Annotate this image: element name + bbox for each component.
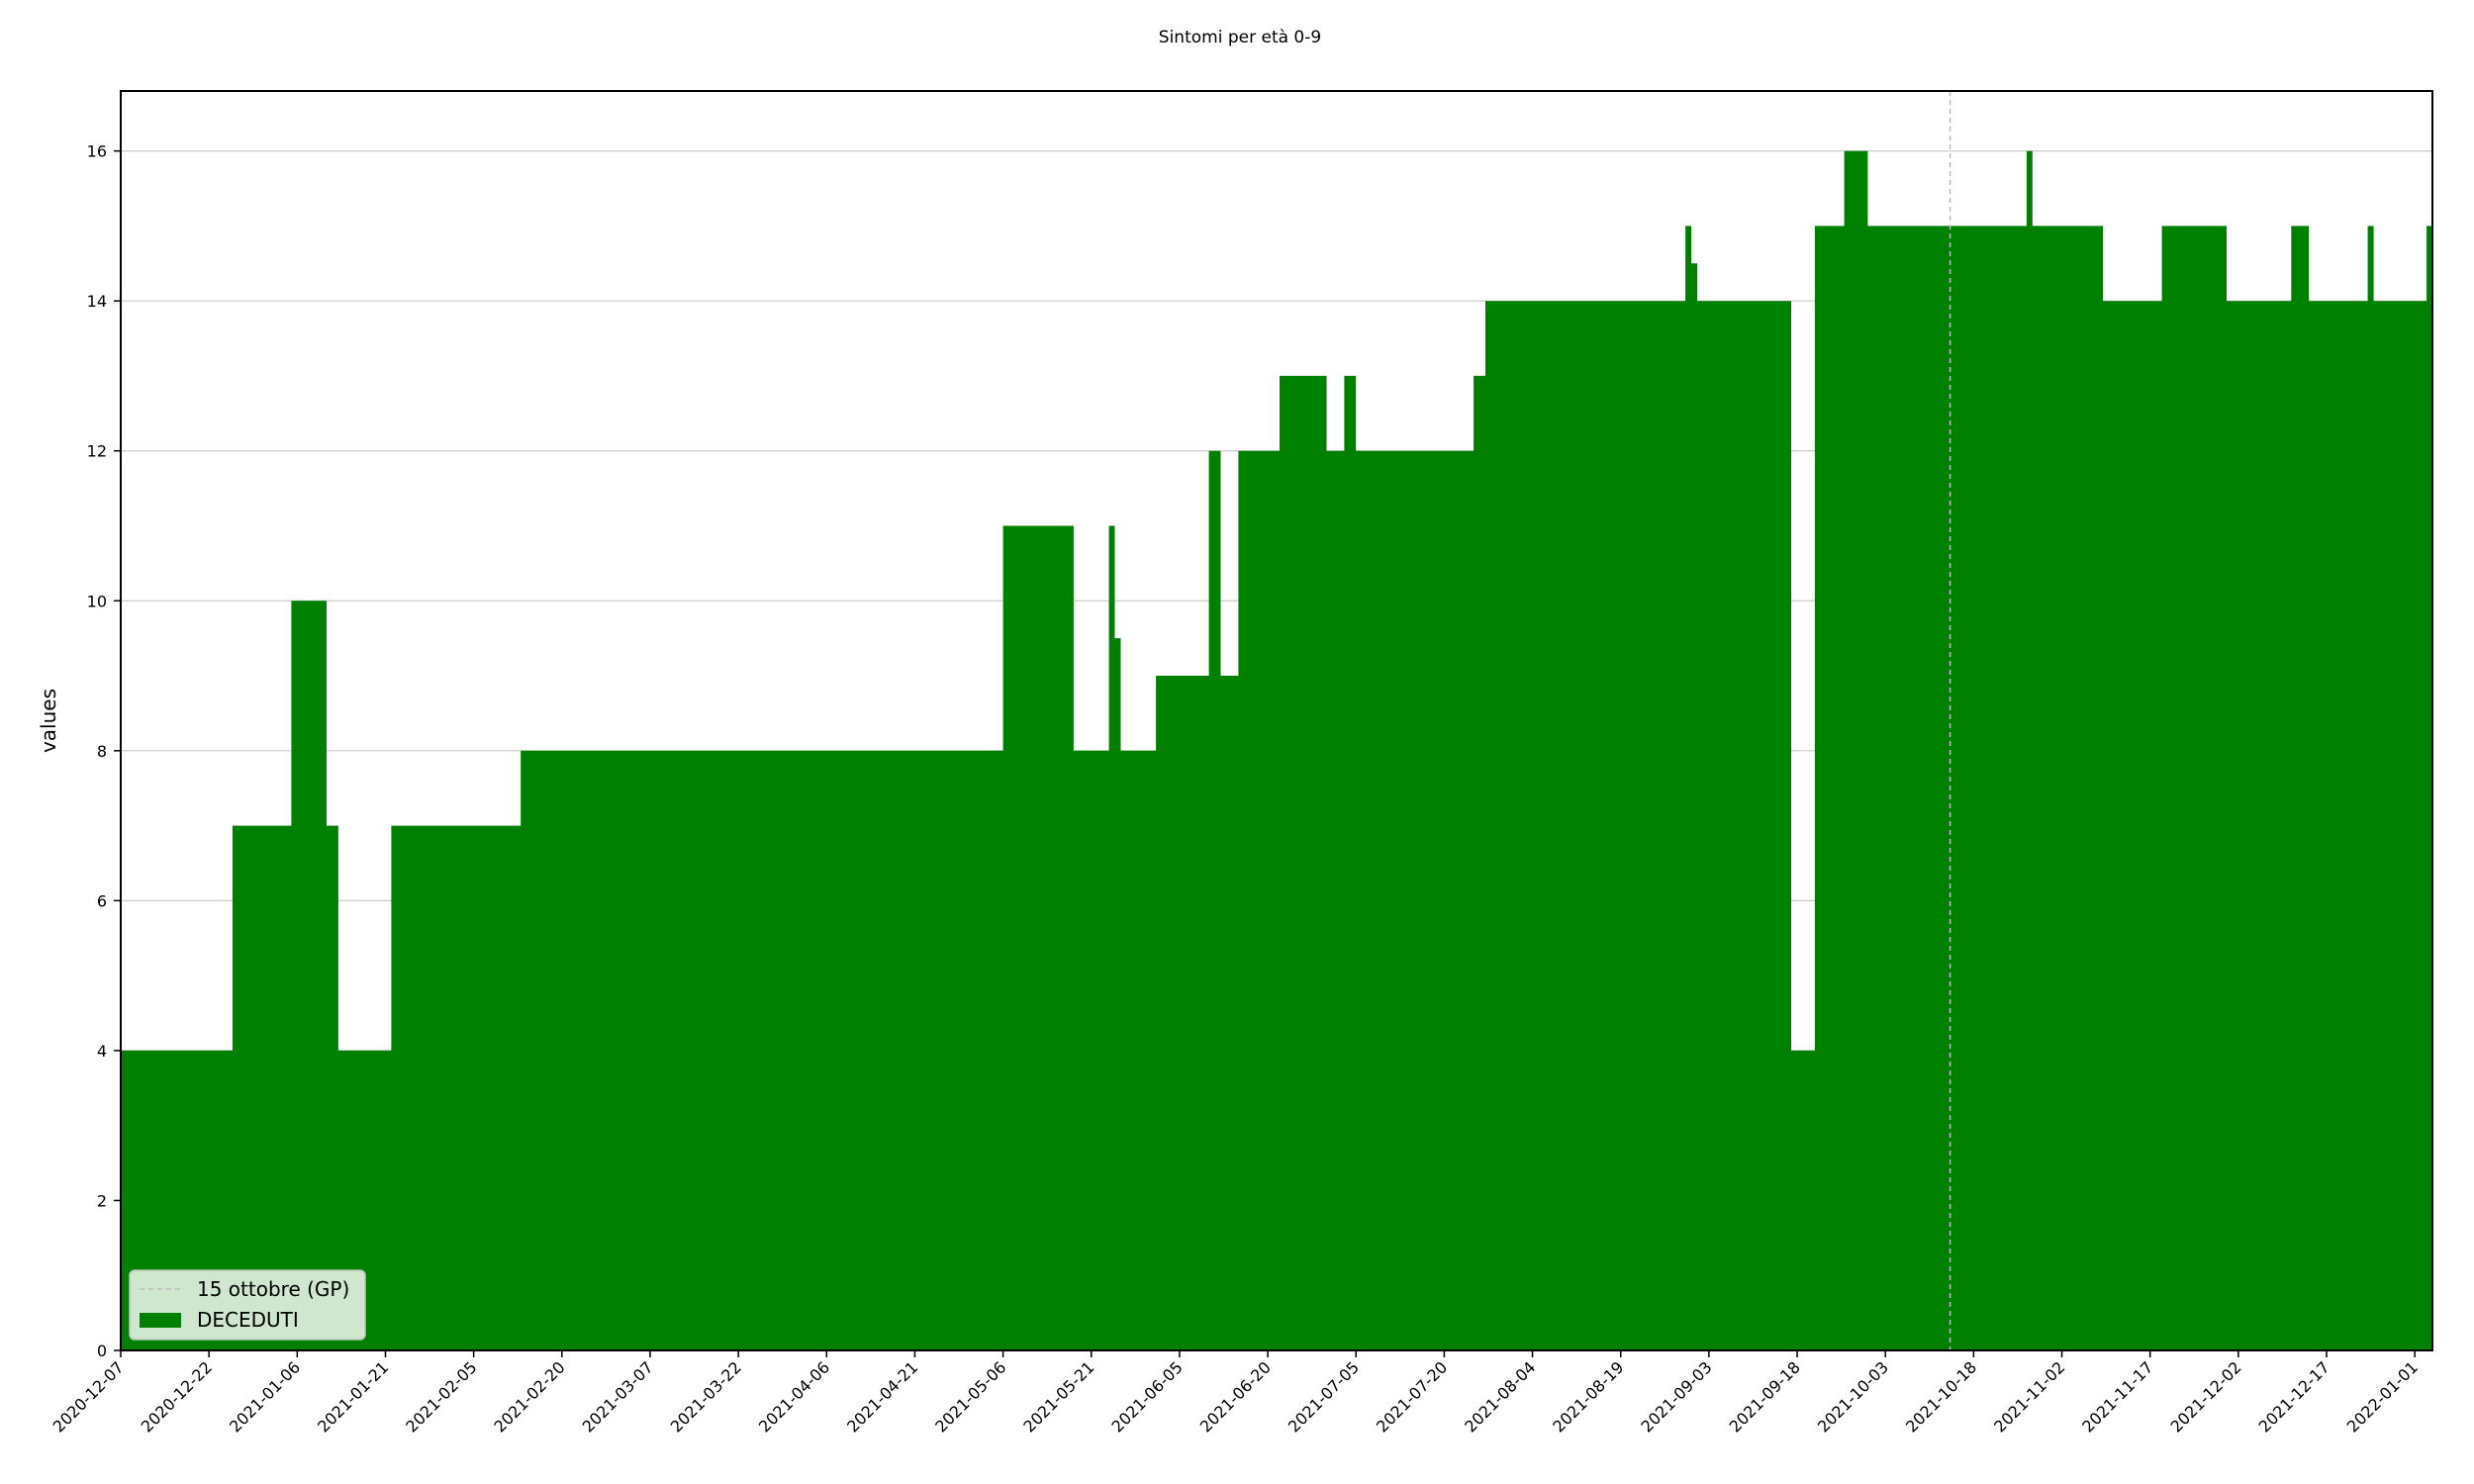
legend: 15 ottobre (GP) DECEDUTI (129, 1269, 366, 1341)
y-tick-label: 8 (97, 742, 107, 761)
x-tick-label: 2021-01-21 (314, 1357, 392, 1436)
x-axis-ticks: 2020-12-07 2020-12-22 2021-01-06 2021-01-21… (49, 1350, 2422, 1437)
y-axis-ticks: 0 2 4 6 8 10 12 14 16 (87, 142, 121, 1360)
x-tick-label: 2021-05-06 (931, 1357, 1009, 1436)
x-tick-label: 2020-12-22 (138, 1357, 216, 1436)
x-tick-label: 2022-01-01 (2343, 1357, 2422, 1436)
x-tick-label: 2021-03-07 (579, 1357, 657, 1436)
x-tick-label: 2021-12-17 (2255, 1357, 2333, 1436)
x-tick-label: 2021-08-04 (1461, 1357, 1539, 1436)
legend-series-label: DECEDUTI (197, 1308, 299, 1332)
legend-series-swatch (140, 1313, 181, 1328)
x-tick-label: 2021-02-05 (402, 1357, 480, 1436)
legend-box (129, 1269, 366, 1341)
x-tick-label: 2021-09-18 (1726, 1357, 1804, 1436)
x-tick-label: 2021-12-02 (2166, 1357, 2244, 1436)
y-tick-label: 14 (87, 292, 107, 311)
x-tick-label: 2021-04-06 (755, 1357, 833, 1436)
x-tick-label: 2021-07-20 (1373, 1357, 1451, 1436)
x-tick-label: 2021-01-06 (226, 1357, 304, 1436)
series-deceduti-area (121, 150, 2432, 1351)
x-tick-label: 2020-12-07 (49, 1357, 128, 1436)
y-tick-label: 6 (97, 891, 107, 910)
y-tick-label: 0 (97, 1342, 107, 1360)
x-tick-label: 2021-02-20 (490, 1357, 568, 1436)
x-tick-label: 2021-06-05 (1108, 1357, 1187, 1436)
x-tick-label: 2021-10-18 (1902, 1357, 1980, 1436)
x-tick-label: 2021-07-05 (1285, 1357, 1363, 1436)
y-tick-label: 4 (97, 1042, 107, 1061)
chart-title: Sintomi per età 0-9 (1159, 28, 1321, 47)
y-tick-label: 16 (87, 142, 107, 161)
legend-reference-line-label: 15 ottobre (GP) (197, 1277, 349, 1301)
x-tick-label: 2021-06-20 (1196, 1357, 1275, 1436)
x-tick-label: 2021-03-22 (667, 1357, 745, 1436)
plot-frame (120, 90, 2433, 1351)
x-tick-label: 2021-05-21 (1019, 1357, 1097, 1436)
y-axis-label: values (37, 689, 60, 753)
y-tick-label: 2 (97, 1191, 107, 1210)
x-tick-label: 2021-11-17 (2078, 1357, 2156, 1436)
series-area (121, 150, 2432, 1351)
x-tick-label: 2021-11-02 (1990, 1357, 2068, 1436)
x-tick-label: 2021-08-19 (1549, 1357, 1627, 1436)
x-tick-label: 2021-09-03 (1638, 1357, 1716, 1436)
y-tick-label: 12 (87, 442, 107, 461)
x-tick-label: 2021-04-21 (843, 1357, 921, 1436)
x-tick-label: 2021-10-03 (1814, 1357, 1892, 1436)
y-tick-label: 10 (87, 592, 107, 610)
